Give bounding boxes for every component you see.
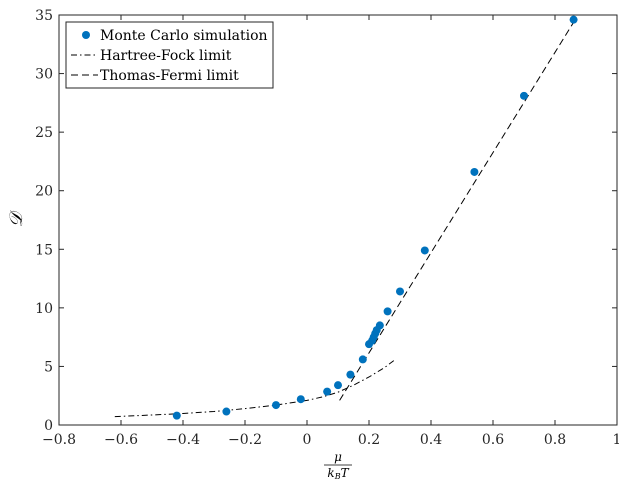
data-point [420, 246, 429, 255]
x-axis-label-numerator: μ [334, 450, 342, 464]
y-tick-label: 0 [44, 418, 53, 434]
x-tick-label: 0.2 [358, 432, 380, 448]
data-point [396, 287, 404, 296]
data-point [272, 401, 280, 410]
legend-label: Hartree-Fock limit [100, 48, 232, 64]
y-tick-label: 35 [35, 8, 53, 24]
x-tick-label: −0.6 [104, 432, 138, 448]
x-tick-label: −0.2 [228, 432, 262, 448]
series-line [114, 360, 395, 418]
x-tick-label: −0.4 [166, 432, 200, 448]
y-tick-label: 5 [44, 359, 53, 375]
data-point [520, 91, 528, 100]
x-tick-label: 0.8 [544, 432, 566, 448]
x-tick-label: 0.6 [482, 432, 504, 448]
y-axis-label: 𝒟 [6, 209, 27, 227]
legend-box [65, 21, 274, 89]
data-point [569, 15, 578, 24]
y-tick-label: 25 [35, 125, 53, 141]
y-tick-label: 15 [35, 242, 53, 258]
data-point [334, 381, 342, 390]
legend-marker [82, 31, 90, 39]
y-tick-label: 30 [35, 67, 53, 83]
data-point [172, 411, 181, 420]
legend-label: Monte Carlo simulation [100, 28, 268, 44]
x-tick-label: 1 [613, 432, 619, 448]
data-point [358, 355, 367, 364]
data-point [346, 370, 355, 379]
series-points [172, 15, 578, 420]
x-tick-label: 0.4 [420, 432, 442, 448]
legend-label: Thomas-Fermi limit [100, 68, 239, 84]
y-axis-ticks: 0 5 10 15 20 25 30 35 [35, 8, 617, 434]
legend: Monte Carlo simulation Hartree-Fock limit… [65, 21, 274, 89]
series-lines [114, 17, 578, 418]
data-point [222, 407, 231, 416]
x-axis-label: μ kBT [324, 450, 352, 479]
x-tick-label: 0 [303, 432, 312, 448]
x-axis-label-denominator: kBT [327, 466, 349, 479]
x-axis-ticks: −0.8 −0.6 −0.4 −0.2 0 0.2 0.4 0.6 0.8 1 [42, 15, 619, 448]
data-point [470, 167, 479, 176]
data-point [296, 395, 305, 404]
y-tick-label: 20 [35, 184, 53, 200]
y-tick-label: 10 [35, 301, 53, 317]
series-line [339, 17, 578, 401]
data-point [323, 387, 332, 396]
x-tick-label: −0.8 [42, 432, 76, 448]
data-point [375, 321, 384, 330]
data-point [383, 307, 392, 316]
